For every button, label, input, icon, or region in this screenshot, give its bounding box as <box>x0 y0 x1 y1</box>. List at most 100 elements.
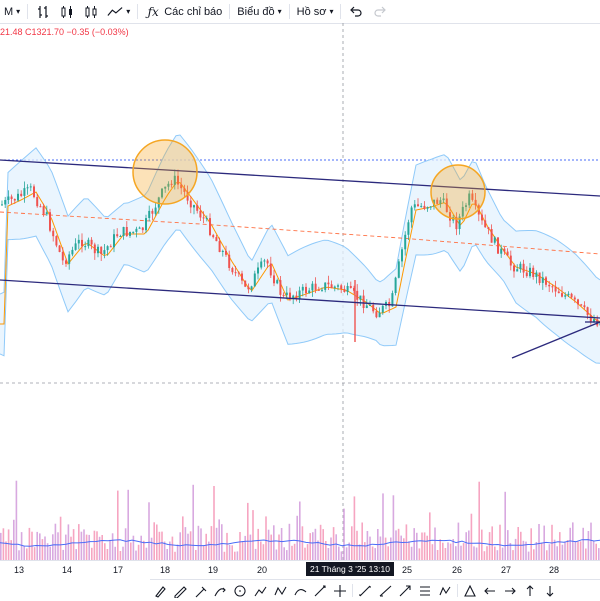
volume-bar <box>455 546 457 560</box>
volume-bar <box>241 541 244 560</box>
chevron-down-icon: ▾ <box>16 7 21 16</box>
volume-bar <box>343 508 345 560</box>
pen-icon <box>174 585 187 598</box>
volume-bar <box>41 539 44 560</box>
volume-bar <box>392 495 395 560</box>
channel-upper-trendline[interactable] <box>0 159 600 197</box>
pen-tool-button[interactable] <box>170 581 190 601</box>
candle-body <box>567 293 570 296</box>
candle-body <box>298 290 301 300</box>
volume-bar <box>2 528 5 560</box>
redo-button[interactable] <box>368 0 392 23</box>
volume-bar <box>148 502 150 560</box>
undo-button[interactable] <box>344 0 368 23</box>
highlighter-tool-button[interactable] <box>190 581 210 601</box>
candle-body <box>250 286 253 290</box>
volume-bar <box>548 544 551 560</box>
candle-body <box>557 291 560 294</box>
support-trendline[interactable] <box>511 321 600 359</box>
volume-bar <box>382 493 384 560</box>
candle-body <box>109 246 112 248</box>
curve-tool-button[interactable] <box>290 581 310 601</box>
candle-body <box>468 193 471 206</box>
volume-bar <box>156 524 158 560</box>
candle-style-button[interactable] <box>55 0 79 23</box>
volume-bar <box>475 547 478 560</box>
candle-body <box>362 295 365 308</box>
volume-bar <box>291 545 293 560</box>
triangle-tool-button[interactable] <box>460 581 480 601</box>
long-ma-dashed-line <box>0 211 600 255</box>
candle-body <box>349 286 352 288</box>
candle-body <box>407 222 410 235</box>
volume-bar <box>288 523 291 560</box>
crosshair-tool-button[interactable] <box>330 581 350 601</box>
volume-bar <box>351 526 353 560</box>
candle-body <box>77 239 80 244</box>
polyline-tool-button[interactable] <box>270 581 290 601</box>
volume-bar <box>124 528 127 560</box>
candle-body <box>23 188 26 196</box>
volume-bar <box>137 544 140 560</box>
candle-body <box>20 193 23 196</box>
volume-bar <box>577 541 579 560</box>
volume-bar <box>553 539 556 560</box>
arrow-right-tool-button[interactable] <box>500 581 520 601</box>
candle-body <box>289 292 291 300</box>
volume-bar <box>101 535 103 560</box>
indicators-button[interactable]: ƒx Các chỉ báo <box>141 0 226 23</box>
arrow-left-tool-button[interactable] <box>480 581 500 601</box>
highlight-circle-right[interactable] <box>430 164 486 220</box>
volume-bar <box>174 551 176 560</box>
volume-bar <box>223 551 226 560</box>
drawing-toolbar <box>150 579 600 601</box>
volume-bar <box>470 513 473 560</box>
candle-body <box>308 290 311 294</box>
divider <box>288 4 290 19</box>
ray-icon <box>379 585 392 597</box>
highlighter-icon <box>195 586 207 597</box>
profile-menu-button[interactable]: Hồ sơ ▾ <box>293 0 338 23</box>
candle-body <box>561 293 563 297</box>
line-brush-tool-button[interactable] <box>310 581 330 601</box>
circle-tool-button[interactable] <box>230 581 250 601</box>
volume-bar <box>592 541 595 560</box>
trend-line-tool-button[interactable] <box>355 581 375 601</box>
ray-tool-button[interactable] <box>375 581 395 601</box>
path-tool-button[interactable] <box>250 581 270 601</box>
arrow-up-tool-button[interactable] <box>520 581 540 601</box>
hollow-candle-button[interactable] <box>79 0 103 23</box>
highlight-circle-left[interactable] <box>132 139 198 205</box>
brush-tool-button[interactable] <box>150 581 170 601</box>
trend-line-icon <box>359 585 371 596</box>
volume-bar <box>119 551 122 560</box>
volume-bar <box>293 543 296 560</box>
bar-style-button[interactable] <box>31 0 55 23</box>
volume-bar <box>143 540 145 560</box>
volume-bar <box>67 524 70 560</box>
channel-lower-trendline[interactable] <box>0 279 600 319</box>
candle-body <box>487 227 490 229</box>
line-style-button[interactable]: ▾ <box>103 0 134 23</box>
chart-menu-button[interactable]: Biểu đồ ▾ <box>233 0 285 23</box>
candle-body <box>429 206 432 208</box>
price-chart[interactable] <box>0 23 600 560</box>
volume-bar <box>91 547 93 560</box>
arrow-down-tool-button[interactable] <box>540 581 560 601</box>
arrow-curve-tool-button[interactable] <box>210 581 230 601</box>
crosshair-icon <box>334 584 346 597</box>
fib-tool-button[interactable] <box>415 581 435 601</box>
volume-bar <box>533 549 535 560</box>
candle-body <box>29 186 32 188</box>
candle-body <box>353 287 355 291</box>
pattern-tool-button[interactable] <box>435 581 455 601</box>
time-axis[interactable]: 13 14 17 18 19 20 25 26 27 28 21 Tháng 3… <box>0 560 600 578</box>
interval-button[interactable]: M ▾ <box>0 0 24 23</box>
volume-bar <box>488 532 491 560</box>
candle-body <box>125 227 128 236</box>
bar-style-icon <box>35 4 51 20</box>
volume-bar <box>192 484 194 560</box>
arrow-line-tool-button[interactable] <box>395 581 415 601</box>
function-icon: ƒx <box>147 4 159 19</box>
candle-body <box>461 206 464 217</box>
